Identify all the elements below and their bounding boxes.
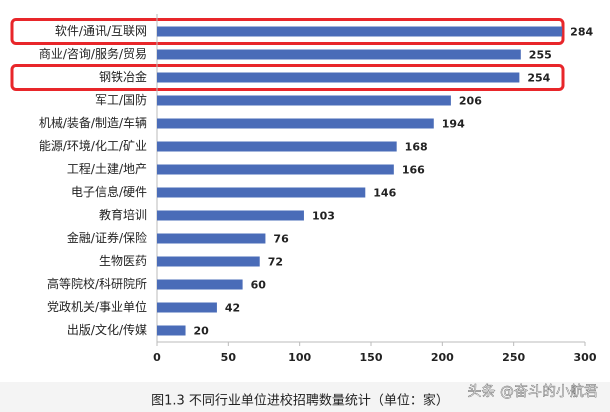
y-tick-label: 钢铁冶金 (99, 69, 147, 84)
bar (157, 256, 260, 267)
caption: 图1.3 不同行业单位进校招聘数量统计（单位：家） (151, 393, 449, 409)
value-label: 60 (251, 279, 267, 292)
y-tick-label: 软件/通讯/互联网 (55, 24, 147, 38)
y-tick-label: 军工/国防 (95, 92, 147, 107)
bar (157, 164, 394, 175)
value-label: 254 (527, 72, 550, 85)
bar (157, 325, 186, 336)
bar (157, 141, 397, 152)
value-label: 194 (442, 118, 465, 131)
x-tick-label: 100 (288, 351, 311, 364)
y-tick-label: 商业/咨询/服务/贸易 (39, 46, 147, 61)
y-tick-label: 能源/环境/化工/矿业 (39, 138, 147, 153)
bar (157, 72, 520, 83)
x-tick-label: 250 (502, 351, 525, 364)
highlight-box (10, 18, 565, 45)
bar (157, 118, 434, 129)
y-tick-label: 教育培训 (99, 207, 147, 222)
watermark: 头条 @奋斗的小航君 (468, 383, 598, 400)
x-tick-label: 200 (431, 351, 454, 364)
y-tick-label: 工程/土建/地产 (67, 161, 147, 176)
y-tick-label: 党政机关/事业单位 (47, 299, 147, 314)
value-label: 76 (273, 233, 289, 246)
y-tick-label: 生物医药 (99, 254, 147, 268)
bar (157, 26, 563, 37)
value-label: 146 (373, 187, 396, 200)
bar (157, 210, 304, 221)
caption-band (0, 382, 610, 412)
y-tick-label: 电子信息/硬件 (71, 184, 147, 199)
value-label: 103 (312, 210, 335, 223)
value-label: 42 (225, 302, 240, 315)
bar (157, 233, 266, 244)
value-label: 20 (194, 325, 210, 338)
value-label: 166 (402, 164, 425, 177)
bar (157, 95, 451, 106)
value-label: 206 (459, 95, 482, 108)
bar (157, 49, 521, 60)
y-tick-label: 高等院校/科研院所 (47, 276, 147, 291)
value-label: 284 (570, 26, 593, 39)
y-tick-label: 机械/装备/制造/车辆 (39, 115, 147, 130)
x-tick-label: 300 (574, 351, 597, 364)
highlight-box (10, 64, 565, 91)
y-tick-label: 出版/文化/传媒 (67, 322, 147, 337)
value-label: 255 (529, 49, 552, 62)
x-tick-label: 50 (221, 351, 237, 364)
bar (157, 279, 243, 290)
value-label: 168 (405, 141, 428, 154)
y-tick-label: 金融/证券/保险 (67, 230, 147, 245)
bar (157, 302, 217, 313)
x-tick-label: 150 (360, 351, 383, 364)
value-label: 72 (268, 256, 283, 269)
bar (157, 187, 366, 198)
x-tick-label: 0 (153, 351, 161, 364)
